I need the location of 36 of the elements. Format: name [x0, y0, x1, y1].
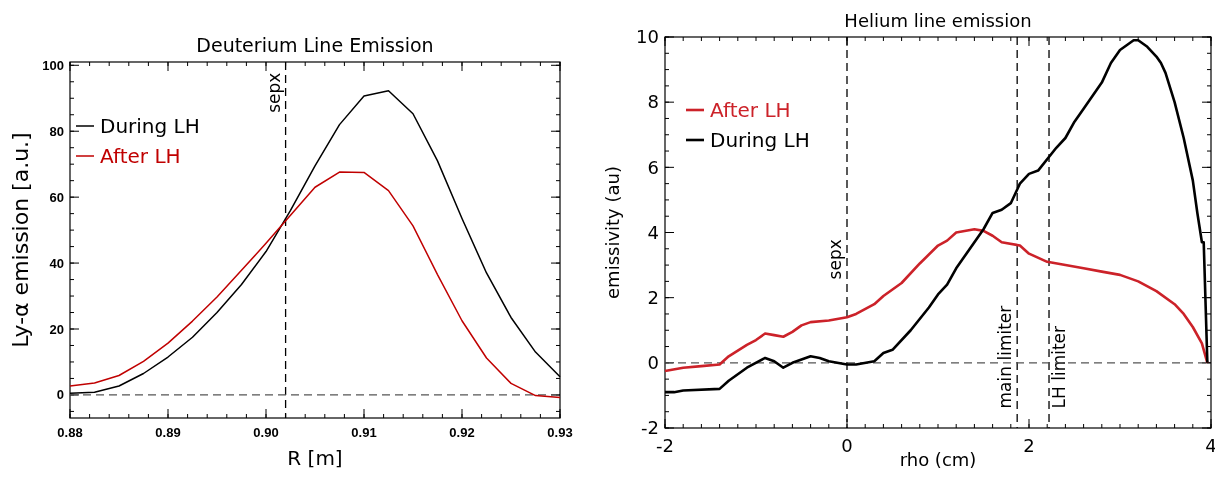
ref-line-label: sepx	[825, 239, 845, 280]
x-tick-label: 0.91	[351, 425, 377, 440]
x-tick-label: 0.93	[547, 425, 573, 440]
y-tick-label: 80	[49, 123, 64, 139]
ref-line-label: main limiter	[995, 305, 1016, 409]
y-tick-label: 60	[49, 189, 64, 205]
legend-label: During LH	[710, 128, 810, 152]
y-tick-label: 4	[647, 221, 659, 243]
y-tick-label: 20	[49, 321, 64, 337]
y-tick-label: 100	[42, 57, 64, 73]
chart-title: Helium line emission	[844, 10, 1032, 31]
legend-label: After LH	[100, 144, 181, 168]
ref-line-label: sepx	[263, 72, 284, 113]
y-tick-label: 6	[647, 156, 659, 178]
y-axis-title: Ly-α emission [a.u.]	[8, 132, 33, 348]
y-tick-label: 0	[647, 352, 659, 374]
y-axis-title: emissivity (au)	[602, 166, 623, 299]
legend-label: After LH	[710, 98, 791, 122]
y-tick-label: 40	[49, 255, 64, 271]
chart-title: Deuterium Line Emission	[196, 34, 434, 56]
y-tick-label: 8	[647, 91, 659, 113]
line-series	[69, 171, 561, 399]
x-tick-label: 0.89	[155, 425, 181, 440]
y-tick-label: 2	[647, 286, 659, 308]
x-tick-label: 2	[1023, 435, 1035, 456]
x-tick-label: 0.88	[57, 425, 83, 440]
legend-label: During LH	[100, 114, 200, 138]
x-tick-label: 0.90	[253, 425, 279, 440]
x-tick-label: 0.92	[449, 425, 475, 440]
x-tick-label: 4	[1205, 435, 1215, 456]
x-axis-title: rho (cm)	[899, 449, 977, 470]
x-axis-title: R [m]	[287, 446, 343, 470]
x-tick-label: 0	[841, 435, 853, 456]
y-tick-label: 10	[636, 26, 659, 48]
y-tick-label: 0	[56, 387, 64, 403]
ref-line-label: LH limiter	[1049, 325, 1070, 409]
